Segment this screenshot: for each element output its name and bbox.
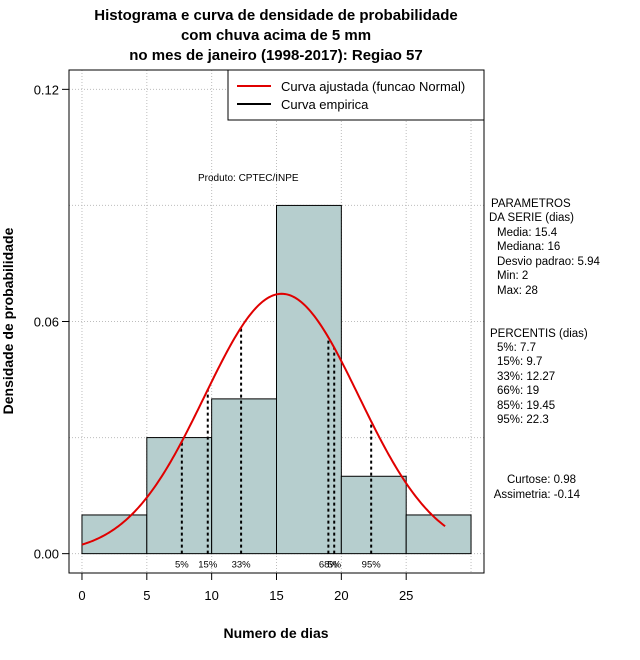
legend-box	[227, 69, 485, 121]
normal-fit-curve	[81, 292, 446, 546]
chart-title-line-2: com chuva acima de 5 mm	[181, 27, 371, 44]
percentile-label: 5%	[327, 560, 341, 571]
x-tick-label: 20	[334, 588, 348, 603]
legend-label-normal: Curva ajustada (funcao Normal)	[281, 79, 465, 94]
x-tick-label: 25	[399, 588, 413, 603]
percentil-33: 33%: 12.27	[497, 371, 555, 383]
chart-title-line-1: Histograma e curva de densidade de proba…	[94, 7, 457, 24]
y-tick-label: 0.06	[34, 315, 59, 330]
chart-title-line-3: no mes de janeiro (1998-2017): Regiao 57	[129, 47, 422, 64]
params-header-line-2: DA SERIE (dias)	[489, 212, 574, 224]
x-tick-label: 5	[143, 588, 150, 603]
y-axis-ticks: 0.00 0.06 0.12	[34, 82, 69, 562]
percentile-label: 15%	[198, 560, 218, 571]
percentile-lines: 5% 15% 33% 68%5% 95%	[175, 327, 382, 571]
param-max: Max: 28	[497, 285, 538, 297]
histogram-bar	[211, 398, 277, 555]
percentis-header: PERCENTIS (dias)	[490, 328, 588, 340]
param-mediana: Mediana: 16	[497, 241, 560, 253]
param-media: Media: 15.4	[497, 227, 558, 239]
percentil-85: 85%: 19.45	[497, 400, 555, 412]
percentile-label: 95%	[362, 560, 382, 571]
y-tick-label: 0.12	[34, 82, 59, 97]
legend-label-empirical: Curva empirica	[281, 97, 369, 112]
x-axis-ticks: 0 5 10 15 20 25	[78, 573, 413, 603]
curtose-stat: Curtose: 0.98	[507, 474, 576, 486]
assimetria-stat: Assimetria: -0.14	[494, 489, 581, 501]
y-tick-label: 0.00	[34, 547, 59, 562]
percentile-label: 5%	[175, 560, 189, 571]
percentil-95: 95%: 22.3	[497, 414, 549, 426]
percentiles-panel: PERCENTIS (dias) 5%: 7.7 15%: 9.7 33%: 1…	[490, 328, 588, 426]
x-tick-label: 10	[204, 588, 218, 603]
histogram-bar	[340, 475, 407, 555]
x-axis-title: Numero de dias	[223, 625, 328, 641]
params-header-line-1: PARAMETROS	[491, 198, 571, 210]
x-tick-label: 0	[78, 588, 85, 603]
histogram-bar	[276, 204, 342, 555]
source-note: Produto: CPTEC/INPE	[198, 173, 299, 184]
percentile-label: 33%	[232, 560, 252, 571]
percentil-15: 15%: 9.7	[497, 356, 542, 368]
y-axis-title: Densidade de probabilidade	[0, 227, 16, 414]
x-tick-label: 15	[269, 588, 283, 603]
percentile-label: 68%	[319, 560, 339, 571]
series-parameters-panel: PARAMETROS DA SERIE (dias) Media: 15.4 M…	[489, 198, 601, 297]
param-desvio: Desvio padrao: 5.94	[497, 256, 601, 268]
percentil-66: 66%: 19	[497, 385, 539, 397]
histogram-bar	[146, 437, 213, 555]
param-min: Min: 2	[497, 270, 528, 282]
percentil-5: 5%: 7.7	[497, 342, 536, 354]
histogram-bar	[81, 514, 148, 555]
histogram-bars	[81, 204, 472, 555]
legend: Curva ajustada (funcao Normal) Curva emp…	[227, 69, 485, 121]
